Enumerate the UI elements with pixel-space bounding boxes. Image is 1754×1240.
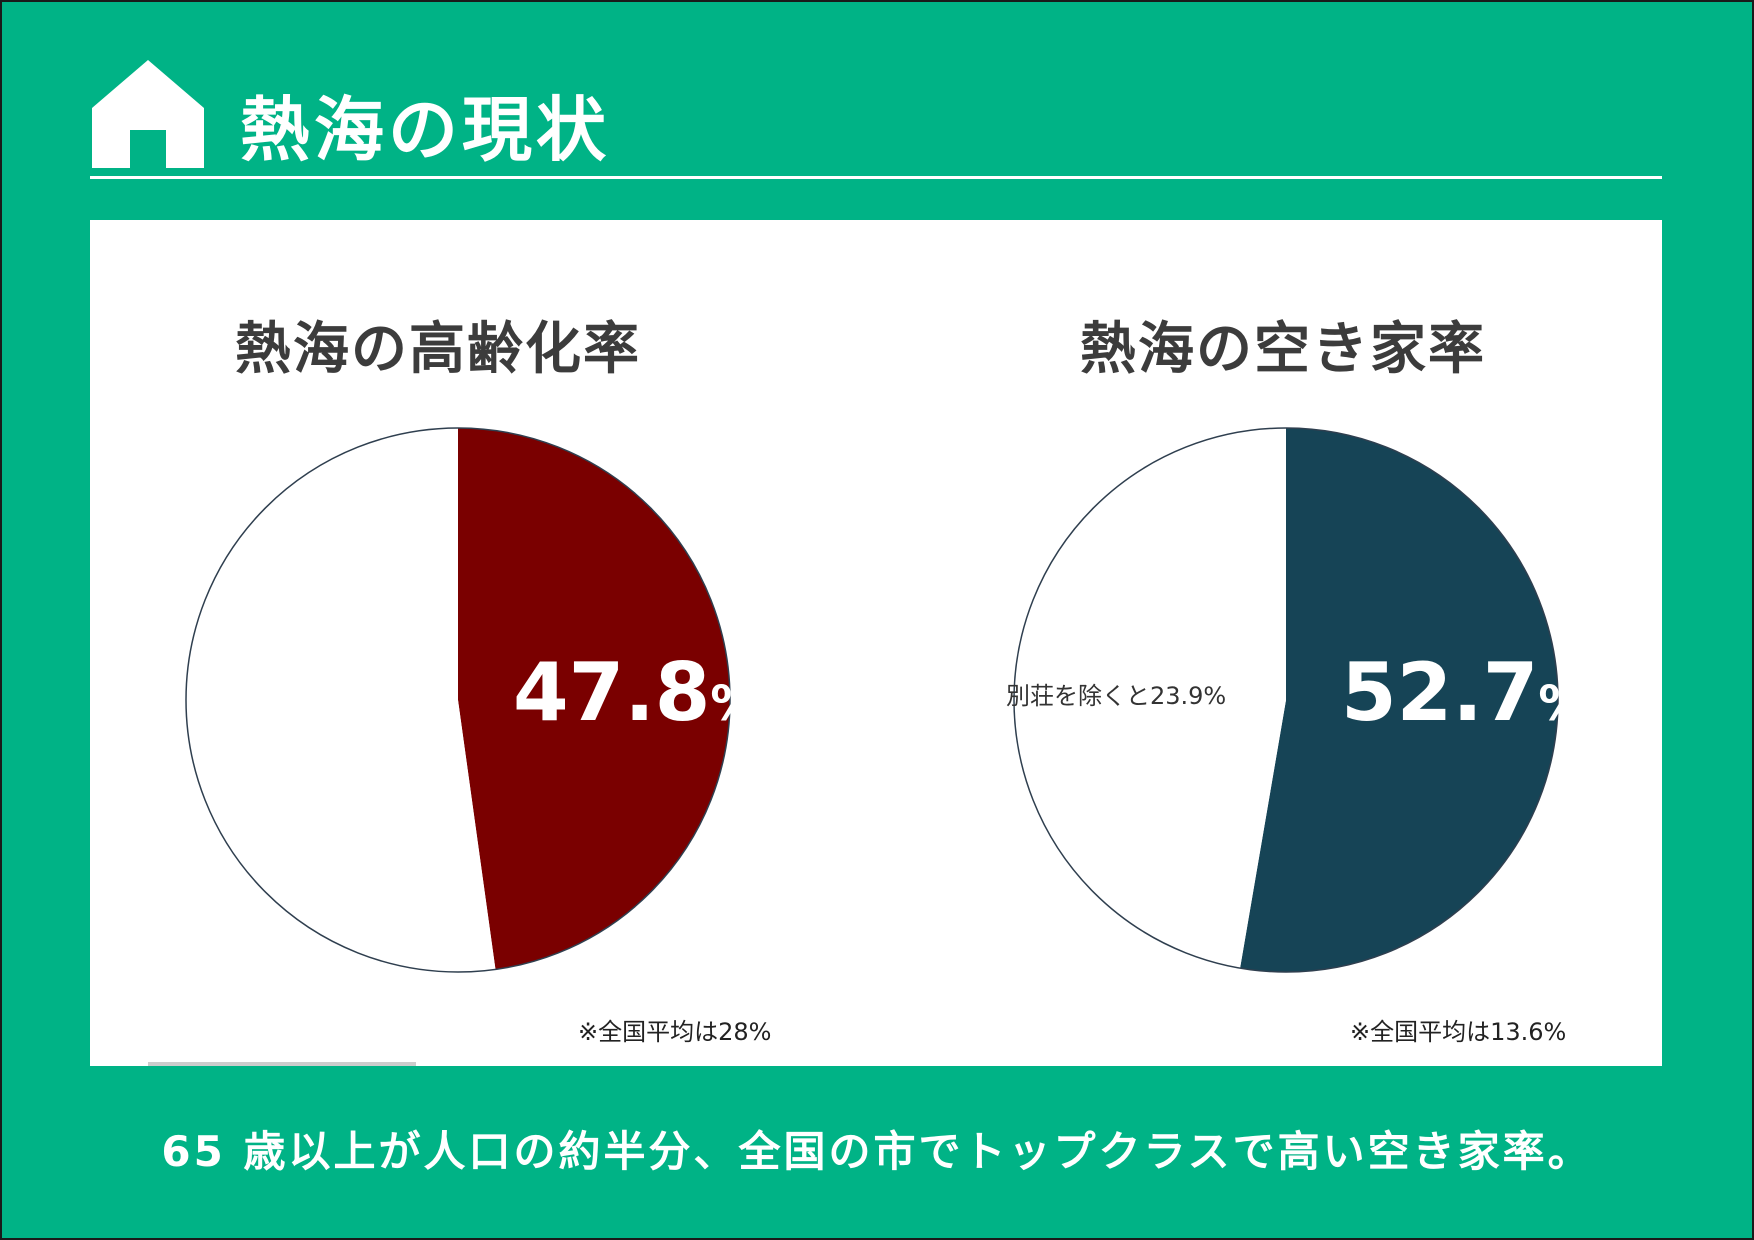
pie-slice-1-0 xyxy=(1240,428,1558,972)
pie-secondary-label-1: 別荘を除くと23.9% xyxy=(1006,682,1226,710)
pie-value-label-0: 47.8% xyxy=(513,646,758,739)
national-average-note-vacancy: ※全国平均は13.6% xyxy=(1350,1018,1567,1046)
home-icon xyxy=(92,60,204,168)
chart-title-vacancy: 熱海の空き家率 xyxy=(1080,317,1486,382)
panel-edge-mark xyxy=(148,1062,416,1066)
pie-outline-1 xyxy=(1013,427,1559,973)
pie-chart-vacancy: 52.7% 別荘を除くと23.9% xyxy=(1006,427,1586,973)
chart-title-aging: 熱海の高齢化率 xyxy=(235,317,641,382)
pie-outline-0 xyxy=(185,427,731,973)
pie-slice-0-0 xyxy=(458,428,731,970)
charts-panel: 熱海の高齢化率 熱海の空き家率 47.8% 52.7% 別荘を除くと23.9% ※… xyxy=(90,220,1662,1066)
pie-slice-0-1 xyxy=(186,427,496,972)
national-average-note-aging: ※全国平均は28% xyxy=(578,1018,772,1046)
pie-slice-1-1 xyxy=(1013,428,1286,969)
pie-chart-aging: 47.8% xyxy=(185,427,758,973)
pie-value-label-1: 52.7% xyxy=(1341,646,1586,739)
page-title: 熱海の現状 xyxy=(240,89,610,171)
header-divider xyxy=(90,176,1662,179)
bottom-caption: 65 歳以上が人口の約半分、全国の市でトップクラスで高い空き家率。 xyxy=(161,1127,1593,1176)
